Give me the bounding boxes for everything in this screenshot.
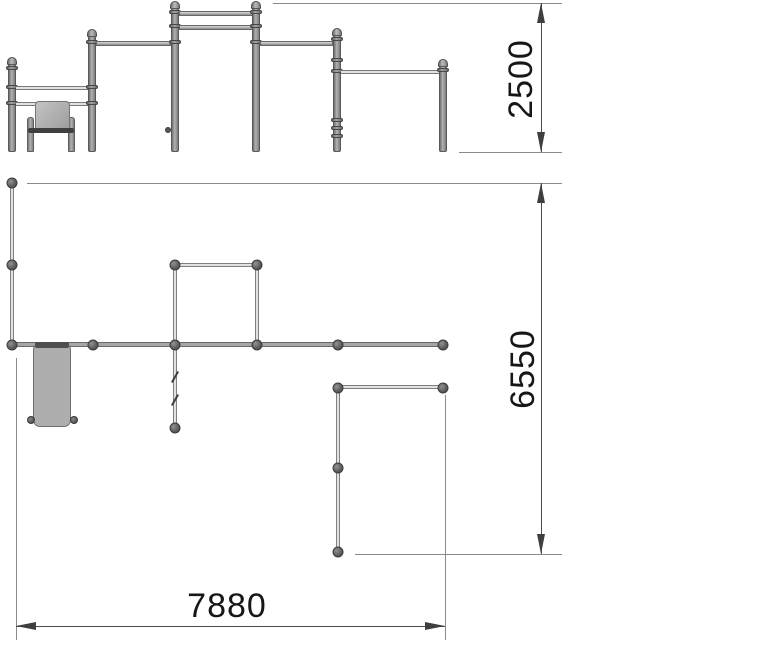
plan-post-joint xyxy=(332,339,344,351)
plan-post-joint xyxy=(6,177,18,189)
dimension-line xyxy=(541,183,542,554)
pullup-bar-high-lower xyxy=(179,25,253,30)
bench-frame-bar xyxy=(28,128,74,133)
pullup-bar-mid-right xyxy=(260,41,333,46)
post-5 xyxy=(333,35,341,152)
plan-post-joint xyxy=(251,259,263,271)
plan-frame-left xyxy=(173,265,177,345)
post-6-clamp xyxy=(437,68,449,72)
plan-post-joint xyxy=(169,422,181,434)
arrowhead-left xyxy=(16,622,36,630)
pullup-bar-high-upper xyxy=(179,11,253,16)
post-5-clamp-6 xyxy=(331,134,343,138)
extension-line xyxy=(273,3,562,4)
plan-frame-right xyxy=(255,265,259,345)
bench-plan-top-edge xyxy=(35,342,69,348)
arrowhead-up xyxy=(537,3,545,23)
extension-line xyxy=(16,358,17,640)
dimension-line xyxy=(16,626,445,627)
post-5-clamp-1 xyxy=(331,37,343,41)
plan-rung-rail xyxy=(173,347,177,428)
bench-plan-outline xyxy=(33,343,71,427)
plan-right-rail-horizontal xyxy=(338,385,443,389)
post-5-clamp-4 xyxy=(331,118,343,122)
plan-post-joint xyxy=(332,462,344,474)
dimension-line xyxy=(541,3,542,152)
pullup-bar-mid-left xyxy=(96,41,171,46)
arrowhead-up xyxy=(537,183,545,203)
extension-line xyxy=(27,183,562,184)
post-1 xyxy=(8,64,16,152)
pullup-bar-right xyxy=(341,70,439,74)
arrowhead-down xyxy=(537,534,545,554)
arrowhead-down xyxy=(537,132,545,152)
post-4-clamp-2 xyxy=(250,24,262,28)
bench-plan-foot-left xyxy=(27,416,35,424)
post-5-clamp-2 xyxy=(331,58,343,62)
plan-post-joint xyxy=(169,339,181,351)
post-1-ring xyxy=(6,66,18,70)
bench-leg-right xyxy=(68,117,75,152)
post-2-clamp-mid xyxy=(86,85,98,89)
arrowhead-right xyxy=(425,622,445,630)
plan-post-joint xyxy=(87,339,99,351)
bench-leg-left xyxy=(27,117,34,152)
plan-post-joint xyxy=(6,339,18,351)
plan-post-joint xyxy=(169,259,181,271)
extension-line xyxy=(459,152,562,153)
post-4 xyxy=(252,8,260,152)
dimension-label-height: 2500 xyxy=(502,39,540,119)
dimension-label-length: 6550 xyxy=(504,329,542,409)
post-2-clamp-low xyxy=(86,101,98,105)
plan-post-joint xyxy=(332,382,344,394)
plan-frame-top xyxy=(175,263,257,267)
post-3 xyxy=(171,8,179,152)
post-6 xyxy=(439,66,447,152)
low-bar-upper xyxy=(16,86,89,90)
plan-main-rail xyxy=(12,342,443,347)
plan-post-joint xyxy=(437,339,449,351)
post-5-clamp-5 xyxy=(331,126,343,130)
post-3-side-knob xyxy=(165,127,171,133)
post-3-clamp-3 xyxy=(169,40,181,44)
post-2 xyxy=(88,36,96,152)
extension-line xyxy=(445,395,446,640)
plan-post-joint xyxy=(6,259,18,271)
plan-post-joint xyxy=(332,546,344,558)
extension-line xyxy=(355,554,562,555)
plan-post-joint xyxy=(251,339,263,351)
post-4-clamp-1 xyxy=(250,10,262,14)
dimension-label-width: 7880 xyxy=(187,587,267,625)
bench-plan-foot-right xyxy=(70,416,78,424)
plan-post-joint xyxy=(437,382,449,394)
